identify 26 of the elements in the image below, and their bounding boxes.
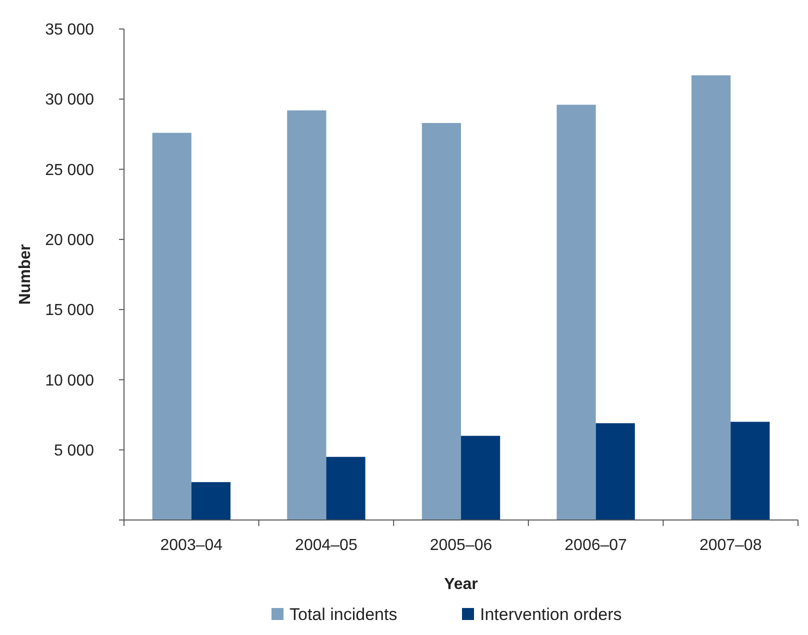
y-tick-label: 20 000 <box>45 232 94 250</box>
y-axis-title: Number <box>17 244 34 305</box>
x-tick-label: 2004–05 <box>295 537 358 554</box>
x-tick-label: 2005–06 <box>430 537 492 554</box>
x-tick-label: 2003–04 <box>160 537 223 554</box>
bar <box>326 456 366 520</box>
x-tick-label: 2007–08 <box>699 537 762 554</box>
x-axis-title: Year <box>444 576 478 593</box>
y-tick-label: 5 000 <box>54 442 94 460</box>
x-tick-label: 2006–07 <box>564 537 628 554</box>
bar <box>692 75 731 520</box>
y-tick-label: 35 000 <box>45 22 94 39</box>
bar <box>596 423 635 520</box>
bar <box>422 122 461 520</box>
bar <box>287 110 326 520</box>
bar <box>191 482 230 520</box>
bar <box>152 132 192 520</box>
bar <box>461 436 500 520</box>
bar <box>730 422 770 520</box>
legend-label: Intervention orders <box>480 605 622 624</box>
y-tick-label: 10 000 <box>45 372 94 390</box>
bar <box>556 104 596 520</box>
y-tick-label: 15 000 <box>45 302 94 320</box>
y-tick-label: 25 000 <box>45 162 94 179</box>
y-tick-label: 30 000 <box>45 92 94 109</box>
legend-label: Total incidents <box>290 605 398 624</box>
